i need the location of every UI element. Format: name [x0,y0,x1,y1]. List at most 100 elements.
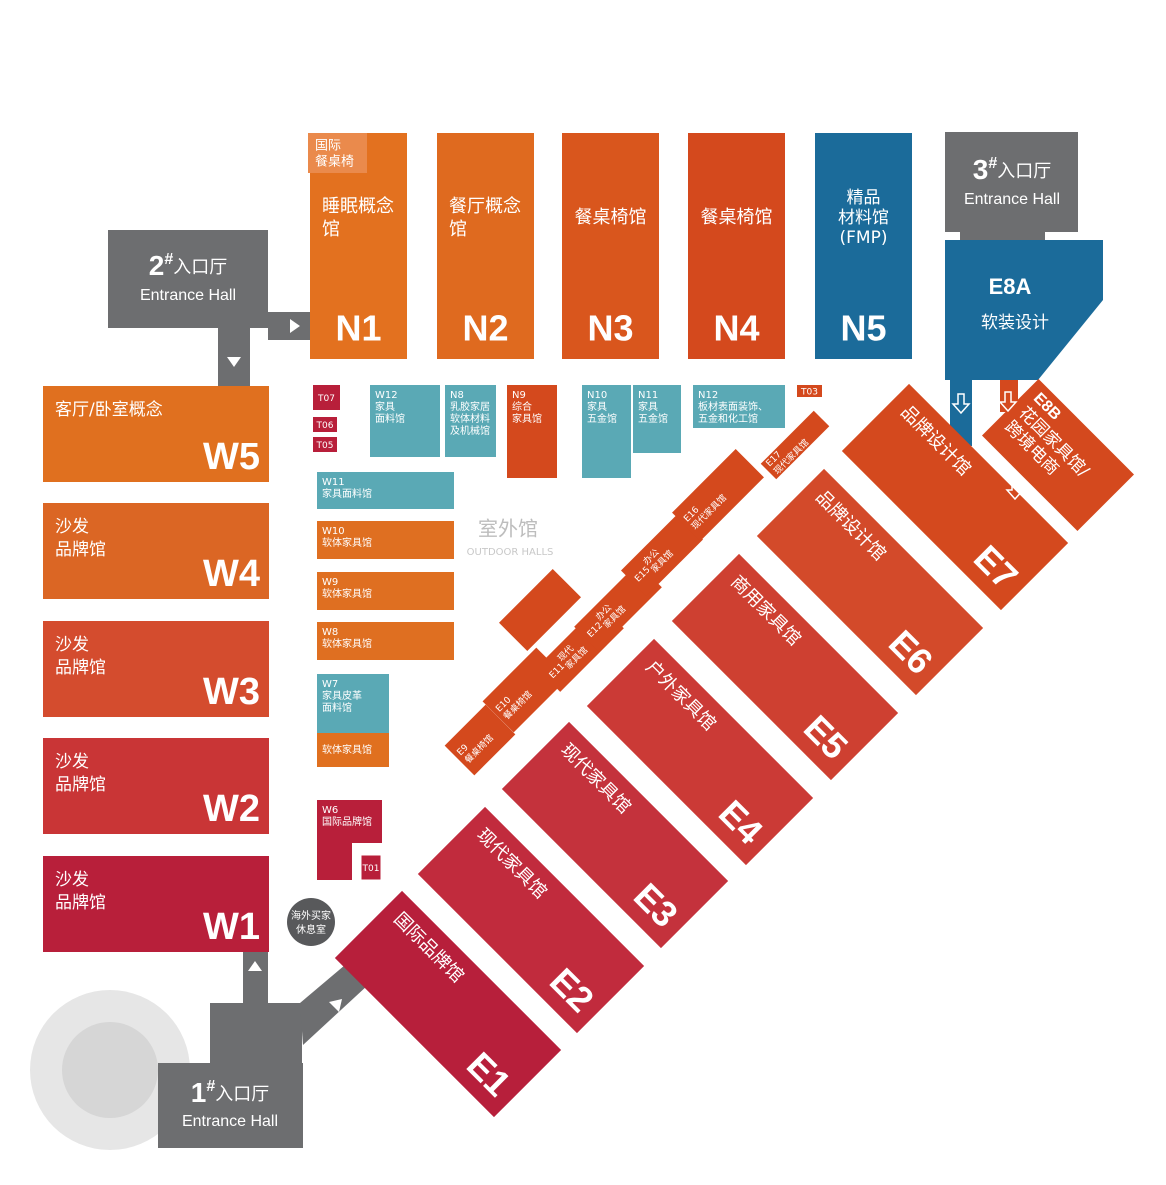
hall-name: 五金馆 [638,412,668,425]
hall-shape [981,378,1135,532]
hall-code: N9 [512,390,526,401]
hall-name: 面料馆 [322,701,352,714]
hall-name: 材料馆 [838,208,889,228]
hall [317,622,454,660]
hall [693,385,785,428]
hall-name: 餐桌椅馆 [575,207,647,228]
hall-tag-label: 国际 [315,139,341,154]
hall-code: T05 [316,441,334,451]
hall [43,386,269,482]
hall-name: 睡眠概念 [322,195,394,217]
hall-name: 家具馆 [512,412,542,425]
outdoor-title: 室外馆 [478,517,538,541]
hall-name: 品牌馆 [55,658,106,678]
hall-name: 综合 [512,400,532,413]
hall-name: 餐桌椅馆 [701,207,773,228]
hall-name: 沙发 [55,870,89,890]
hall [815,133,912,359]
lounge-label: 休息室 [296,923,326,936]
hall-name: 客厅/卧室概念 [55,399,163,420]
hall-name: 软体家具馆 [322,536,372,549]
hall-name: 面料馆 [375,412,405,425]
hall-name: 品牌馆 [55,540,106,560]
hall-name: 乳胶家居 [450,400,490,413]
entrance-mark: # [206,1078,215,1095]
hall-name: 及机械馆 [450,424,490,437]
hall [43,621,269,717]
hall-name: 沙发 [55,635,89,655]
entrance-english: Entrance Hall [964,191,1060,208]
entrance-mark: # [988,155,997,172]
hall-name: 家具 [638,400,658,413]
hall-name: 餐厅概念 [449,195,521,217]
arrow [917,330,939,352]
entrance-block [158,1003,303,1148]
entrance-number: 1 [191,1077,207,1108]
hall-shape [417,806,645,1034]
hall [945,240,1103,380]
entrance-title: 1#入口厅 [191,1077,269,1108]
hall-shape [586,638,814,866]
hall-name: 馆 [449,219,467,240]
hall-tag-label: 餐桌椅 [315,154,354,170]
connector [243,950,268,1006]
hall-code: N1 [335,308,381,349]
hall-code: N8 [450,390,464,401]
hall-name: 精品 [847,188,881,208]
hall-code: N10 [587,390,607,401]
hall [317,521,454,559]
hall [582,385,631,478]
entrance-name: 入口厅 [215,1084,269,1105]
hall-shape [841,383,1069,611]
hall-code: T01 [362,864,380,874]
hall-name: 家具 [375,400,395,413]
hall-name: 软装设计 [981,313,1049,333]
entrance-title: 2#入口厅 [149,250,227,281]
hall [317,472,454,509]
hall [43,856,269,952]
hall-code: N11 [638,390,658,401]
arrows [917,330,1025,501]
hall-shape [501,721,729,949]
hall-code: W8 [322,627,338,638]
hall-code: N12 [698,390,718,401]
entrance-name: 入口厅 [997,161,1051,182]
connector [960,230,1045,242]
hall-code: W12 [375,390,398,401]
arrow [1005,481,1025,501]
connector [1000,378,1018,412]
hall-code: T06 [316,421,334,431]
hall-shape [334,890,562,1118]
hall-name: 家具皮革 [322,689,362,702]
hall [370,385,440,457]
hall-name: 五金和化工馆 [698,412,758,425]
hall-name: 沙发 [55,517,89,537]
lounge [287,898,335,946]
hall [437,133,534,359]
hall-code: N2 [462,308,508,349]
hall-shape [671,553,899,781]
hall-code: W11 [322,477,345,488]
hall [797,385,822,397]
hall-shape [760,410,830,480]
hall [317,572,454,610]
arrow [272,319,300,333]
hall-code: W5 [203,436,260,478]
hall [507,385,557,478]
hall-shape [756,468,984,696]
hall-name: 品牌馆 [55,893,106,913]
hall-name: 家具 [587,400,607,413]
connector [268,312,310,340]
hall-code: W10 [322,526,345,537]
lounge-label: 海外买家 [291,909,331,922]
hall-code: W7 [322,679,338,690]
arrow [322,999,342,1018]
entrance-block [108,230,268,328]
hall [445,385,496,457]
hall-code: W4 [203,553,260,595]
